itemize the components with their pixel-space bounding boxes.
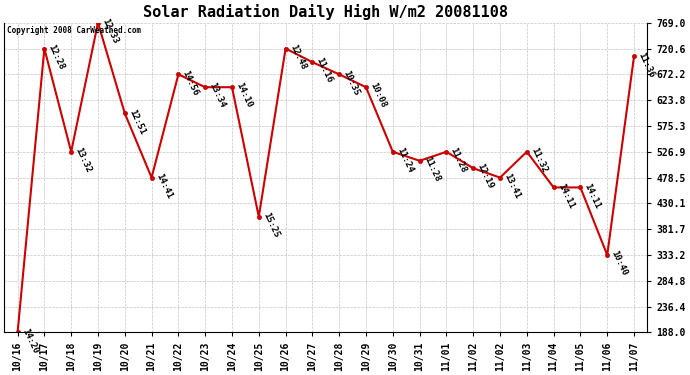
Text: 10:35: 10:35 [342,69,361,97]
Title: Solar Radiation Daily High W/m2 20081108: Solar Radiation Daily High W/m2 20081108 [144,4,509,20]
Text: 10:08: 10:08 [368,81,388,110]
Text: 13:41: 13:41 [502,172,522,200]
Text: 14:11: 14:11 [556,182,575,210]
Text: 10:40: 10:40 [609,249,629,278]
Text: 14:11: 14:11 [583,182,602,210]
Text: 11:28: 11:28 [422,155,442,183]
Text: 13:34: 13:34 [208,81,227,110]
Text: 11:16: 11:16 [315,56,334,85]
Text: 15:25: 15:25 [261,211,281,239]
Text: 13:32: 13:32 [74,146,93,174]
Text: 14:56: 14:56 [181,69,200,97]
Text: 11:36: 11:36 [636,51,656,79]
Text: 14:41: 14:41 [154,172,173,200]
Text: 11:32: 11:32 [529,146,549,174]
Text: 12:51: 12:51 [127,108,147,136]
Text: 11:24: 11:24 [395,146,415,174]
Text: 12:33: 12:33 [100,17,120,45]
Text: 12:28: 12:28 [47,43,66,71]
Text: 14:10: 14:10 [235,81,254,110]
Text: 12:48: 12:48 [288,43,308,71]
Text: 12:19: 12:19 [475,162,495,190]
Text: Copyright 2008 CarWeathed.com: Copyright 2008 CarWeathed.com [8,26,141,35]
Text: 14:20: 14:20 [20,327,39,355]
Text: 11:28: 11:28 [448,146,469,174]
